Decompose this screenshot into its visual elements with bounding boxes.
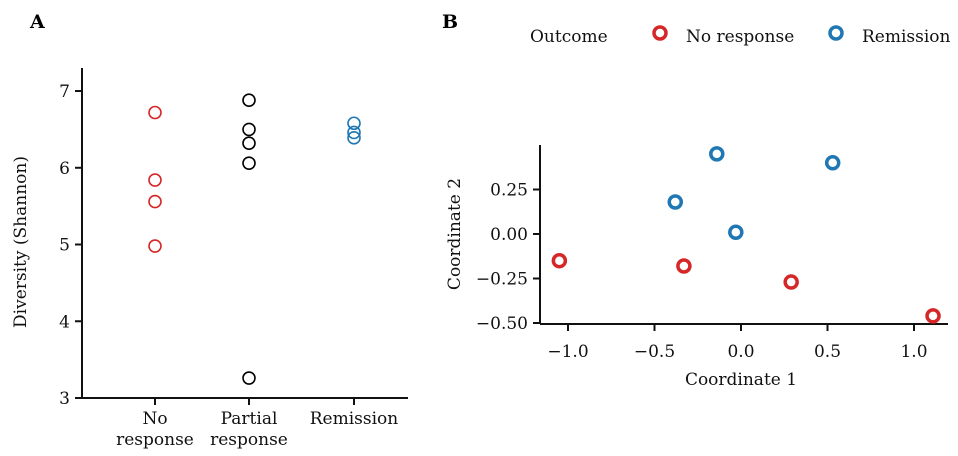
panel-b-point	[783, 274, 799, 290]
panel-b: Coordinate 1 Coordinate 2 −0.50−0.250.00…	[445, 145, 948, 390]
panel-a-point	[242, 371, 256, 385]
panel-a-y-tick-label: 4	[59, 312, 70, 332]
panel-b-x-tick-label: 0.5	[814, 342, 841, 362]
panel-b-y-axis-title: Coordinate 2	[445, 178, 465, 290]
panel-a-y-tick-label: 3	[59, 389, 70, 409]
panel-a-x-tick-label: Remission	[310, 409, 399, 429]
panel-a-point	[242, 136, 256, 151]
panel-a-x-tick-label: Partial	[221, 409, 278, 429]
panel-b-x-tick-label: 1.0	[900, 342, 927, 362]
panel-a-x-tick-label: response	[210, 430, 288, 450]
panel-a-x-tick-label: response	[116, 430, 194, 450]
panel-a-point	[148, 105, 162, 120]
panel-b-x-tick-label: 0.0	[727, 342, 754, 362]
panel-a-point	[347, 131, 361, 145]
panel-b-y-tick-label: −0.25	[476, 270, 528, 290]
panel-b-x-tick-label: −1.0	[547, 342, 588, 362]
panel-a-x-tick-label: No	[142, 409, 167, 429]
legend-marker-no-response	[652, 25, 668, 41]
panel-b-x-ticks: −1.0 −0.5 0.0 0.5 1.0	[547, 324, 928, 362]
panel-a-y-axis-title: Diversity (Shannon)	[11, 156, 31, 328]
legend: Outcome No response Remission	[530, 25, 951, 47]
panel-a-point	[347, 125, 361, 140]
panel-b-point	[676, 258, 692, 274]
panel-b-y-ticks: −0.50 −0.25 0.00 0.25	[476, 181, 540, 334]
panel-b-point	[925, 308, 941, 324]
panel-b-point	[824, 155, 841, 171]
panel-b-x-tick-label: −0.5	[634, 342, 675, 362]
panel-b-points	[551, 146, 941, 324]
panel-a-point	[242, 122, 256, 137]
panel-b-y-tick-label: 0.25	[490, 181, 528, 201]
panel-a-point	[242, 93, 256, 108]
panel-b-label: B	[442, 11, 458, 33]
panel-b-x-axis-title: Coordinate 1	[685, 370, 797, 390]
panel-a-points	[148, 93, 361, 385]
panel-a-point	[347, 116, 361, 131]
panel-b-y-tick-label: −0.50	[476, 314, 528, 334]
panel-a-y-tick-label: 7	[59, 82, 70, 102]
legend-title: Outcome	[530, 27, 608, 47]
panel-b-point	[728, 224, 744, 240]
panel-a-point	[148, 194, 162, 209]
panel-a-y-tick-label: 6	[59, 159, 70, 179]
panel-a-y-ticks: 3 4 5 6 7	[59, 82, 82, 409]
panel-a-point	[148, 173, 162, 187]
legend-label-no-response: No response	[686, 27, 794, 47]
panel-a-point	[148, 239, 162, 253]
panel-a-point	[242, 156, 256, 170]
panel-b-point	[709, 146, 725, 162]
legend-label-remission: Remission	[862, 27, 951, 47]
panel-b-point	[667, 194, 684, 210]
legend-marker-remission	[828, 25, 844, 41]
panel-a-label: A	[29, 11, 45, 33]
panel-b-point	[551, 252, 568, 269]
panel-a-y-tick-label: 5	[59, 236, 70, 256]
panel-b-y-tick-label: 0.00	[490, 225, 528, 245]
